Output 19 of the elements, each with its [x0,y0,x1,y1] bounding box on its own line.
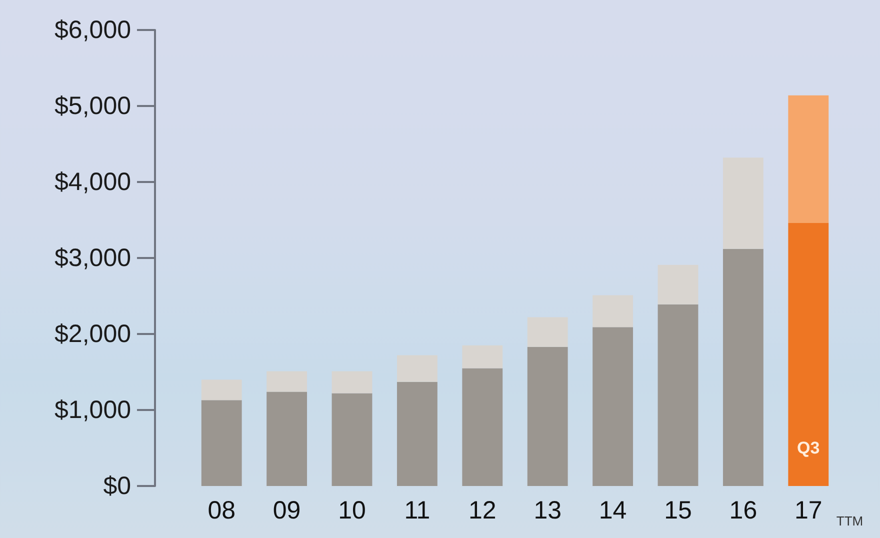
x-tick-label: 16 [729,496,758,524]
y-tick-label: $4,000 [54,168,131,196]
y-tick-label: $1,000 [54,396,131,424]
annotation: Q3 [797,438,820,458]
y-tick-label: $6,000 [54,16,131,44]
text: TTM [836,514,864,528]
y-tick-label: $0 [103,472,131,500]
y-tick-label: $2,000 [54,320,131,348]
x-tick-label: 14 [598,496,627,524]
x-tick-label: 17 [794,496,822,524]
x-tick-label: 10 [338,496,366,524]
x-tick-label: 11 [404,496,430,524]
x-tick-label: 12 [468,496,496,524]
x-tick-label: 15 [664,496,692,524]
y-tick-label: $3,000 [54,244,131,272]
x-tick-label: 08 [208,496,236,524]
y-tick-label: $5,000 [54,92,131,120]
x-tick-label: 09 [272,496,301,524]
x-tick-label: 13 [534,496,562,524]
